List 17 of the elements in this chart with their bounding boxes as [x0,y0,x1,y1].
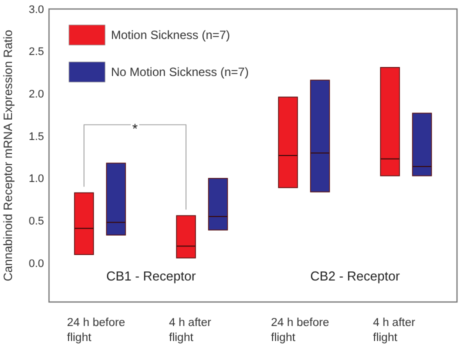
annotation: CB2 - Receptor [310,268,400,284]
y-tick-label: 0.5 [28,216,44,228]
annotation: * [132,120,138,137]
legend-label: No Motion Sickness (n=7) [111,65,249,80]
y-tick-label: 2.0 [28,88,44,101]
x-tick-label: 24 h before flight [67,317,126,344]
y-tick-label: 2.5 [28,46,44,58]
x-tick-label: 4 h after flight [373,317,416,344]
y-tick-label: 1.0 [28,173,44,186]
y-tick-label: 1.5 [28,130,44,143]
annotation: CB1 - Receptor [106,268,196,284]
y-tick-label: 0.0 [28,258,44,270]
x-tick-label: 24 h before flight [271,317,330,344]
y-axis-title: Cannabinoid Receptor mRNA Expression Ratio [1,29,15,282]
y-tick-label: 3.0 [28,4,44,16]
x-tick-label: 4 h after flight [169,317,212,344]
legend-label: Motion Sickness (n=7) [111,28,230,42]
